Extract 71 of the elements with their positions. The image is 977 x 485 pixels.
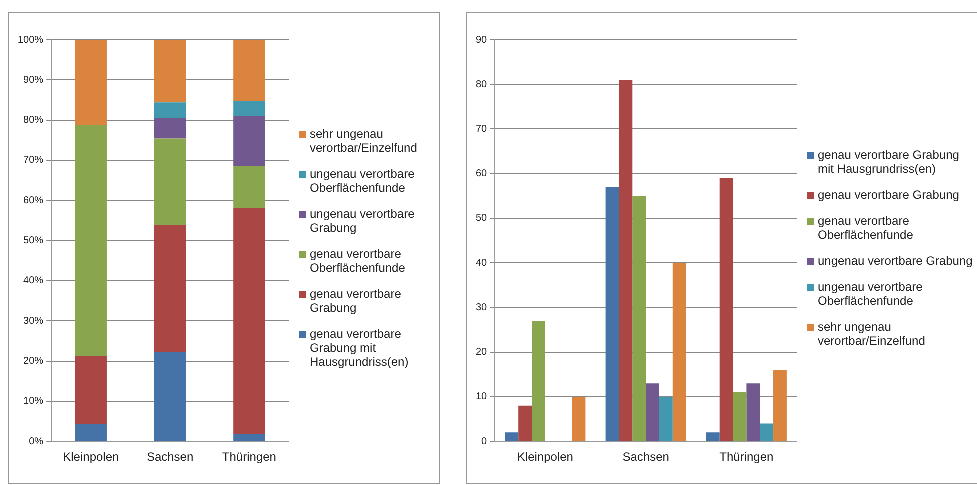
- y-tick-label: 30%: [24, 316, 44, 327]
- x-tick-label: Kleinpolen: [63, 450, 120, 464]
- bar: [154, 352, 186, 442]
- y-tick-label: 80: [476, 79, 488, 90]
- legend-label: sehr ungenau verortbar/Einzelfund: [818, 320, 926, 348]
- bar: [720, 178, 734, 442]
- bar: [154, 118, 186, 139]
- bar: [234, 434, 266, 442]
- x-tick-label: Sachsen: [622, 450, 670, 464]
- legend-label: ungenau verortbare Grabung: [818, 254, 973, 268]
- legend-label: genau verortbare Oberflächenfunde: [818, 214, 914, 242]
- bar: [760, 424, 774, 442]
- bar: [646, 384, 660, 442]
- y-tick-label: 90: [476, 34, 488, 46]
- legend-label: genau verortbare Grabung mit Hausgrundriss(en): [310, 327, 410, 369]
- bar: [75, 40, 107, 126]
- legend-label: ungenau verortbare Oberflächenfunde: [818, 280, 924, 308]
- bar: [154, 102, 186, 118]
- bar: [532, 321, 546, 442]
- legend-label: ungenau verortbare Oberflächenfunde: [310, 167, 416, 195]
- y-tick-label: 50%: [24, 236, 44, 247]
- bar: [154, 225, 186, 352]
- legend-label: genau verortbare Oberflächenfunde: [310, 247, 406, 275]
- bar: [706, 432, 720, 442]
- bar: [518, 406, 532, 442]
- y-tick-label: 80%: [24, 115, 44, 126]
- y-tick-label: 30: [476, 302, 488, 314]
- y-tick-label: 40: [476, 258, 488, 269]
- y-tick-label: 20%: [24, 356, 44, 368]
- bar: [632, 196, 646, 442]
- bar: [572, 396, 586, 442]
- y-tick-label: 90%: [24, 74, 44, 86]
- bar: [234, 101, 266, 116]
- legend-label: ungenau verortbare Grabung: [310, 207, 416, 235]
- y-tick-label: 50: [476, 213, 488, 224]
- bar: [234, 208, 266, 434]
- bar: [774, 370, 787, 442]
- legend-label: genau verortbare Grabung: [818, 188, 960, 202]
- y-tick-label: 70%: [24, 155, 44, 166]
- y-tick-label: 10%: [24, 396, 44, 408]
- bar: [234, 166, 266, 208]
- bar: [75, 424, 107, 442]
- bar: [234, 116, 266, 166]
- x-tick-label: Kleinpolen: [517, 450, 574, 464]
- bar: [154, 138, 186, 226]
- legend-label: genau verortbare Grabung: [310, 287, 402, 315]
- y-tick-label: 0%: [29, 436, 44, 448]
- bar: [619, 80, 633, 442]
- bar: [659, 396, 673, 442]
- bar: [505, 432, 519, 442]
- y-tick-label: 40%: [24, 276, 44, 287]
- y-tick-label: 70: [476, 124, 488, 135]
- y-tick-label: 100%: [18, 34, 44, 46]
- y-tick-label: 20: [476, 347, 488, 358]
- legend-label: genau verortbare Grabung mit Hausgrundriss(en): [818, 148, 960, 176]
- bar: [606, 187, 620, 442]
- bar: [733, 392, 747, 442]
- x-tick-label: Sachsen: [146, 450, 194, 464]
- y-tick-label: 60: [476, 168, 488, 180]
- x-tick-label: Thüringen: [222, 450, 276, 464]
- legend-label: sehr ungenau verortbar/Einzelfund: [310, 127, 418, 155]
- x-tick-label: Thüringen: [720, 450, 774, 464]
- bar: [75, 126, 107, 356]
- bar: [672, 263, 686, 442]
- y-tick-label: 10: [476, 392, 488, 403]
- y-tick-label: 60%: [24, 195, 44, 206]
- bar: [746, 384, 760, 442]
- bar: [75, 356, 107, 424]
- bar: [234, 40, 266, 102]
- y-tick-label: 0: [482, 436, 488, 448]
- bar: [154, 40, 186, 103]
